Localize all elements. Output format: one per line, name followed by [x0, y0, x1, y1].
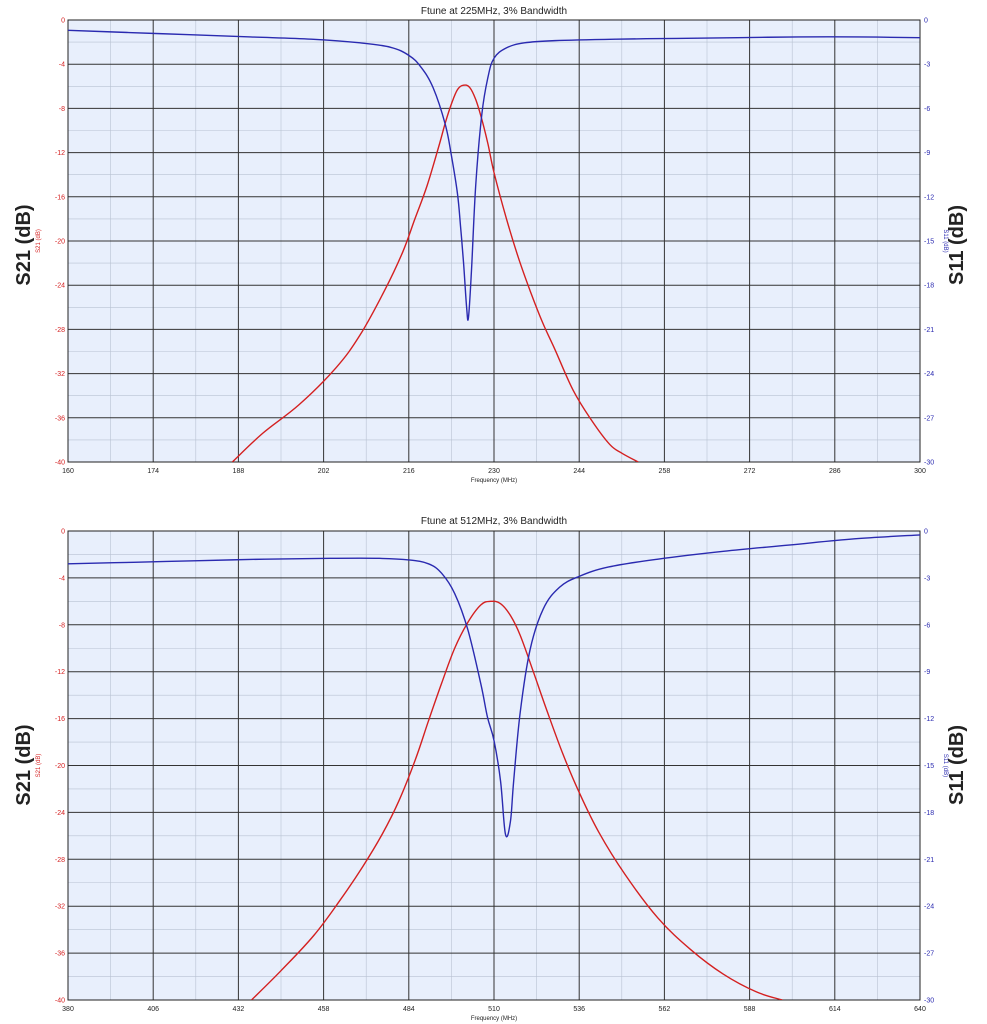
- x-tick-label: 406: [147, 1006, 159, 1013]
- y-right-tick-label: -9: [924, 150, 930, 157]
- y-left-tick-label: -36: [55, 951, 65, 958]
- y-right-tick-label: -18: [924, 810, 934, 817]
- y-left-tick-label: -28: [55, 327, 65, 334]
- y-right-axis-label: S11 (dB): [942, 229, 948, 252]
- y-right-tick-label: -12: [924, 716, 934, 723]
- chart-1: Ftune at 225MHz, 3% Bandwidth 160 174 188 20…: [13, 6, 968, 484]
- y-left-tick-label: -24: [55, 810, 65, 817]
- y-left-tick-label: 0: [61, 529, 65, 536]
- x-tick-label: 272: [744, 468, 756, 475]
- y-left-tick-label: -20: [55, 239, 65, 246]
- y-right-tick-label: -21: [924, 857, 934, 864]
- y-left-tick-label: -8: [59, 622, 65, 629]
- x-tick-label: 174: [147, 468, 159, 475]
- x-tick-label: 160: [62, 468, 74, 475]
- x-tick-label: 202: [318, 468, 330, 475]
- y-left-axis-label: S21 (dB): [36, 754, 42, 778]
- outer-label-left: S21 (dB): [13, 724, 35, 805]
- y-left-tick-label: -28: [55, 857, 65, 864]
- y-right-tick-label: -27: [924, 415, 934, 422]
- y-left-tick-label: -40: [55, 998, 65, 1005]
- y-right-tick-label: 0: [924, 529, 928, 536]
- y-left-tick-label: -32: [55, 371, 65, 378]
- y-left-tick-label: -36: [55, 415, 65, 422]
- x-tick-label: 510: [488, 1006, 500, 1013]
- outer-label-right: S11 (dB): [946, 725, 968, 805]
- x-tick-label: 258: [659, 468, 671, 475]
- y-left-tick-label: -16: [55, 716, 65, 723]
- y-right-tick-label: -3: [924, 62, 930, 69]
- x-tick-label: 484: [403, 1006, 415, 1013]
- y-right-tick-label: -24: [924, 904, 934, 911]
- y-right-tick-label: -15: [924, 763, 934, 770]
- x-tick-label: 562: [659, 1006, 671, 1013]
- y-left-tick-label: -4: [59, 62, 65, 69]
- y-right-tick-label: -27: [924, 951, 934, 958]
- outer-label-left: S21 (dB): [13, 204, 35, 285]
- s11-series-line: [68, 29, 920, 321]
- y-left-tick-label: -24: [55, 283, 65, 290]
- y-left-tick-label: -4: [59, 575, 65, 582]
- y-right-tick-label: 0: [924, 18, 928, 25]
- x-tick-label: 216: [403, 468, 415, 475]
- x-tick-label: 188: [233, 468, 245, 475]
- x-axis-label: Frequency (MHz): [471, 1016, 517, 1022]
- chart-title: Ftune at 512MHz, 3% Bandwidth: [421, 516, 567, 527]
- x-tick-label: 380: [62, 1006, 74, 1013]
- x-axis-label: Frequency (MHz): [471, 478, 517, 484]
- y-right-axis-label: S11 (dB): [942, 754, 948, 777]
- y-left-tick-label: -32: [55, 904, 65, 911]
- x-tick-label: 588: [744, 1006, 756, 1013]
- y-right-tick-label: -6: [924, 106, 930, 113]
- chart-2: Ftune at 512MHz, 3% Bandwidth 380 406 432 45…: [13, 516, 968, 1022]
- outer-label-right: S11 (dB): [946, 205, 968, 285]
- s11-series-line: [68, 534, 920, 838]
- x-tick-label: 244: [573, 468, 585, 475]
- y-right-tick-label: -6: [924, 622, 930, 629]
- y-right-tick-label: -18: [924, 283, 934, 290]
- y-right-tick-label: -9: [924, 669, 930, 676]
- plot-frame: [67, 19, 921, 463]
- x-tick-label: 300: [914, 468, 926, 475]
- y-right-tick-label: -3: [924, 575, 930, 582]
- y-left-axis-label: S21 (dB): [36, 229, 42, 253]
- x-tick-label: 286: [829, 468, 841, 475]
- y-right-tick-label: -21: [924, 327, 934, 334]
- s21-series-line: [251, 600, 783, 1000]
- x-tick-label: 640: [914, 1006, 926, 1013]
- x-tick-label: 458: [318, 1006, 330, 1013]
- x-tick-label: 432: [233, 1006, 245, 1013]
- y-left-tick-label: -16: [55, 194, 65, 201]
- y-left-tick-label: 0: [61, 18, 65, 25]
- x-tick-label: 230: [488, 468, 500, 475]
- y-right-tick-label: -30: [924, 460, 934, 467]
- y-right-tick-label: -15: [924, 239, 934, 246]
- y-left-tick-label: -20: [55, 763, 65, 770]
- plot-frame: [67, 530, 921, 1001]
- chart-title: Ftune at 225MHz, 3% Bandwidth: [421, 6, 567, 17]
- y-right-tick-label: -24: [924, 371, 934, 378]
- s21-series-line: [231, 84, 639, 462]
- x-tick-label: 536: [573, 1006, 585, 1013]
- x-tick-label: 614: [829, 1006, 841, 1013]
- y-right-tick-label: -30: [924, 998, 934, 1005]
- y-right-tick-label: -12: [924, 194, 934, 201]
- y-left-tick-label: -12: [55, 669, 65, 676]
- y-left-tick-label: -40: [55, 460, 65, 467]
- y-left-tick-label: -8: [59, 106, 65, 113]
- y-left-tick-label: -12: [55, 150, 65, 157]
